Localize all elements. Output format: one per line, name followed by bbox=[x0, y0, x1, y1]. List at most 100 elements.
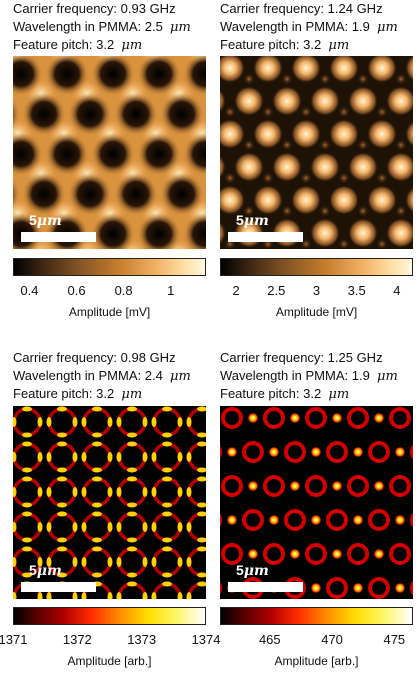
hot-lobe bbox=[81, 592, 87, 599]
hot-lobe bbox=[37, 417, 43, 427]
hot-lobe bbox=[197, 467, 206, 473]
amplitude-map: 5μm bbox=[13, 56, 206, 249]
dim-dot bbox=[281, 205, 293, 217]
ring bbox=[263, 407, 285, 429]
colorbar bbox=[13, 607, 206, 625]
hot-lobe bbox=[127, 467, 137, 473]
hot-lobe bbox=[197, 502, 206, 508]
ring bbox=[305, 543, 327, 565]
ring bbox=[242, 441, 264, 463]
bright-dot bbox=[291, 185, 321, 215]
colorbar bbox=[13, 258, 206, 276]
hot-dot bbox=[247, 548, 259, 560]
dark-hole bbox=[45, 56, 89, 96]
dim-dot bbox=[224, 172, 236, 184]
colorbar-label: Amplitude [arb.] bbox=[274, 654, 359, 668]
scalebar-label: 5μm bbox=[29, 212, 62, 229]
hot-lobe bbox=[13, 592, 17, 599]
wavelength-label: Wavelength in PMMA: 2.5 μm bbox=[13, 18, 191, 35]
hot-lobe bbox=[37, 487, 43, 497]
colorbar-ticks: 0.4 0.6 0.8 1 bbox=[13, 283, 206, 303]
colorbar-tick-label: 1373 bbox=[127, 632, 157, 647]
hot-lobe bbox=[151, 487, 157, 497]
bright-dot bbox=[220, 119, 245, 149]
hot-lobe bbox=[186, 417, 192, 427]
hot-lobe bbox=[127, 546, 137, 552]
dim-dot bbox=[338, 106, 350, 118]
dark-hole bbox=[183, 132, 206, 176]
bright-dot bbox=[310, 86, 340, 116]
hot-lobe bbox=[162, 581, 172, 587]
bright-dot bbox=[253, 119, 283, 149]
colorbar-tick-label: 4 bbox=[393, 283, 401, 298]
hot-dot bbox=[268, 446, 280, 458]
colorbar-label: Amplitude [mV] bbox=[275, 305, 358, 319]
hot-lobe bbox=[22, 546, 32, 552]
hot-lobe bbox=[116, 557, 122, 567]
colorbar-tick-label: 3.5 bbox=[347, 283, 366, 298]
bright-dot bbox=[272, 86, 302, 116]
hot-lobe bbox=[177, 557, 183, 567]
ring bbox=[305, 407, 327, 429]
colorbar-tick-label: 475 bbox=[383, 632, 406, 647]
dim-dot bbox=[243, 139, 255, 151]
bright-dot bbox=[386, 152, 413, 182]
hot-dot bbox=[310, 582, 322, 594]
hot-lobe bbox=[197, 572, 206, 578]
hot-lobe bbox=[22, 511, 32, 517]
hot-dot bbox=[331, 412, 343, 424]
amplitude-map: 5μm bbox=[220, 56, 413, 249]
hot-lobe bbox=[46, 557, 52, 567]
hot-lobe bbox=[22, 537, 32, 543]
dark-hole bbox=[160, 92, 204, 136]
colorbar-ticks: 1371 1372 1373 1374 bbox=[0, 632, 220, 652]
hot-lobe bbox=[46, 487, 52, 497]
hot-lobe bbox=[57, 537, 67, 543]
ring bbox=[368, 509, 390, 531]
hot-dot bbox=[394, 446, 406, 458]
hot-lobe bbox=[57, 432, 67, 438]
bright-dot bbox=[348, 218, 378, 248]
hot-dot bbox=[373, 548, 385, 560]
hot-lobe bbox=[107, 522, 113, 532]
hot-dot bbox=[310, 446, 322, 458]
carrier-frequency-label: Carrier frequency: 1.25 GHz bbox=[220, 350, 383, 365]
hot-lobe bbox=[57, 572, 67, 578]
hot-lobe bbox=[92, 537, 102, 543]
hot-lobe bbox=[197, 511, 206, 517]
dark-hole bbox=[183, 212, 206, 249]
hot-lobe bbox=[127, 581, 137, 587]
colorbar bbox=[220, 258, 413, 276]
bright-dot bbox=[291, 56, 321, 83]
hot-lobe bbox=[177, 592, 183, 599]
scalebar-label: 5μm bbox=[236, 562, 269, 579]
hot-lobe bbox=[46, 417, 52, 427]
bright-dot bbox=[329, 185, 359, 215]
dim-dot bbox=[262, 172, 274, 184]
hot-lobe bbox=[197, 537, 206, 543]
hot-lobe bbox=[116, 487, 122, 497]
hot-dot bbox=[289, 480, 301, 492]
ring bbox=[263, 475, 285, 497]
hot-lobe bbox=[116, 522, 122, 532]
hot-lobe bbox=[57, 476, 67, 482]
dark-hole bbox=[13, 97, 20, 131]
colorbar-tick-label: 1 bbox=[167, 283, 175, 298]
hot-dot bbox=[226, 446, 238, 458]
amplitude-map: 5μm bbox=[220, 406, 413, 599]
hot-lobe bbox=[162, 511, 172, 517]
hot-lobe bbox=[22, 502, 32, 508]
colorbar-tick-label: 3 bbox=[312, 283, 321, 298]
amplitude-map: 5μm bbox=[13, 406, 206, 599]
hot-dot bbox=[373, 412, 385, 424]
colorbar-ticks: 465 470 475 bbox=[220, 632, 413, 652]
hot-lobe bbox=[81, 417, 87, 427]
hot-lobe bbox=[162, 476, 172, 482]
hot-lobe bbox=[92, 432, 102, 438]
ring bbox=[326, 441, 348, 463]
hot-lobe bbox=[92, 476, 102, 482]
dim-dot bbox=[281, 139, 293, 151]
hot-lobe bbox=[186, 522, 192, 532]
hot-lobe bbox=[186, 452, 192, 462]
colorbar-label: Amplitude [mV] bbox=[68, 305, 151, 319]
